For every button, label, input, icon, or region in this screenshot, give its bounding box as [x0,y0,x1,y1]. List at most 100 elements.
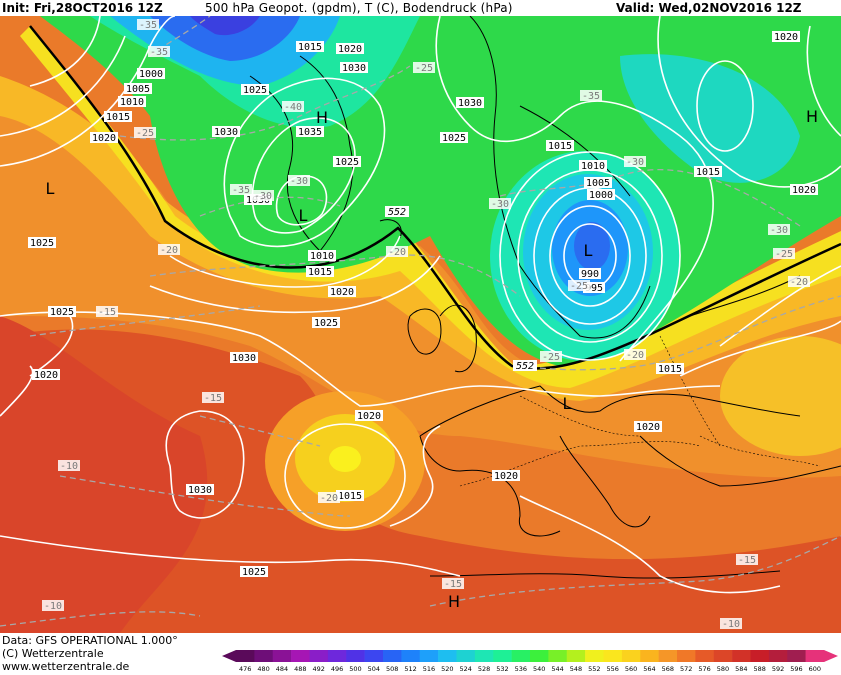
colorbar-label: 580 [717,665,729,673]
svg-text:-30: -30 [491,199,509,210]
svg-text:1025: 1025 [50,307,74,318]
temperature-label: -30 [252,190,274,202]
temperature-label: -30 [624,156,646,168]
valid-time: Valid: Wed,02NOV2016 12Z [616,1,802,15]
pressure-label: 1035 [296,126,324,138]
pressure-label: 1030 [230,352,258,364]
colorbar-label: 480 [257,665,269,673]
svg-text:-25: -25 [136,128,154,139]
pressure-label: 1030 [186,484,214,496]
colorbar-swatch [695,650,715,662]
pressure-label: 1030 [212,126,240,138]
svg-text:-15: -15 [98,307,116,318]
svg-text:1015: 1015 [308,267,332,278]
pressure-center-low: L [584,241,593,260]
svg-text:1010: 1010 [581,161,605,172]
colorbar-swatch [713,650,733,662]
svg-text:1005: 1005 [126,84,150,95]
colorbar-label: 504 [368,665,380,673]
pressure-label: 1000 [587,189,615,201]
temperature-label: -25 [134,127,156,139]
height-label: 552 [513,360,537,372]
svg-text:990: 990 [581,269,599,280]
colorbar-label: 532 [496,665,508,673]
svg-text:1020: 1020 [774,32,798,43]
svg-text:552: 552 [388,207,406,218]
field-deepblue-low [574,222,610,270]
pressure-label: 1005 [584,177,612,189]
pressure-labels: 1015 1020 1030 1025 1000 1005 1010 1015 … [28,31,818,578]
pressure-label: 1020 [634,421,662,433]
pressure-label: 1025 [28,237,56,249]
temperature-label: -25 [413,62,435,74]
temperature-label: -30 [768,224,790,236]
svg-text:1020: 1020 [338,44,362,55]
field-amber [0,76,841,401]
pressure-label: 1015 [306,266,334,278]
colorbar-label: 516 [423,665,435,673]
svg-text:1030: 1030 [188,485,212,496]
svg-text:1020: 1020 [330,287,354,298]
pressure-label: 1025 [241,84,269,96]
colorbar-label: 596 [790,665,802,673]
pressure-label: 1025 [440,132,468,144]
borders [459,335,821,487]
pressure-label: 1015 [694,166,722,178]
colorbar-swatch [327,650,347,662]
temperature-label: -20 [318,492,340,504]
field-red-west [0,316,208,633]
temperature-label: -25 [568,280,590,292]
svg-text:1025: 1025 [314,318,338,329]
temperature-label: -15 [96,306,118,318]
colorbar-label: 552 [588,665,600,673]
svg-text:-25: -25 [415,63,433,74]
svg-text:1015: 1015 [338,491,362,502]
svg-text:-10: -10 [44,601,62,612]
temperature-label: -35 [230,184,252,196]
svg-text:1015: 1015 [298,42,322,53]
svg-text:1015: 1015 [548,141,572,152]
svg-text:1020: 1020 [494,471,518,482]
field-darkblue-nw [190,16,260,36]
temperature-label: -10 [58,460,80,472]
isotherms [0,16,841,627]
pressure-label: 1025 [240,566,268,578]
colorbar-swatch [621,650,641,662]
data-source: Data: GFS OPERATIONAL 1.000° [2,634,178,647]
svg-text:1025: 1025 [442,133,466,144]
pressure-center-high: H [448,592,460,611]
colorbar-arrow-left [222,650,236,662]
colorbar-swatch [805,650,825,662]
svg-text:1030: 1030 [214,127,238,138]
temperature-label: -15 [736,554,758,566]
pressure-label: 1020 [328,286,356,298]
colorbar-swatch [438,650,457,662]
contour-552 [29,25,841,370]
pressure-center-high: H [806,107,818,126]
colorbar-swatch [474,650,494,662]
pressure-label: 1030 [456,97,484,109]
pressure-center-low: L [46,179,55,198]
svg-text:1025: 1025 [242,567,266,578]
pressure-label: 1025 [333,156,361,168]
svg-text:995: 995 [585,283,603,294]
temperature-label: -15 [442,578,464,590]
pressure-label: 1020 [355,410,383,422]
temperature-label: -20 [788,276,810,288]
svg-text:-20: -20 [626,350,644,361]
svg-text:-25: -25 [542,352,560,363]
temperature-label: -10 [720,618,742,630]
svg-text:-15: -15 [738,555,756,566]
colorbar-swatch [530,650,549,662]
colorbar-swatch [677,650,696,662]
temperature-label: -35 [148,46,170,58]
colorbar-swatch [254,650,274,662]
colorbar-label: 488 [294,665,306,673]
colorbar-label: 600 [809,665,821,673]
svg-text:-10: -10 [60,461,78,472]
chart-header: Init: Fri,28OCT2016 12Z 500 hPa Geopot. … [0,0,841,16]
pressure-label: 1015 [296,41,324,53]
pressure-label: 1010 [308,250,336,262]
svg-text:1020: 1020 [636,422,660,433]
svg-text:1000: 1000 [139,69,163,80]
